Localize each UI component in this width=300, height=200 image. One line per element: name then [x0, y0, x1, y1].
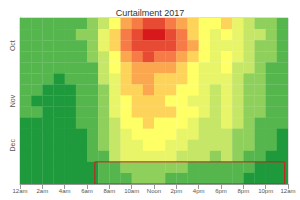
svg-text:4pm: 4pm: [193, 188, 205, 194]
svg-text:12am: 12am: [12, 188, 27, 194]
svg-text:10pm: 10pm: [258, 188, 273, 194]
svg-text:8pm: 8pm: [237, 188, 249, 194]
svg-text:Nov: Nov: [9, 94, 16, 107]
svg-text:6pm: 6pm: [215, 188, 227, 194]
svg-text:6am: 6am: [81, 188, 93, 194]
svg-text:2am: 2am: [36, 188, 48, 194]
svg-text:Noon: Noon: [147, 188, 161, 194]
svg-text:8am: 8am: [103, 188, 115, 194]
svg-text:10am: 10am: [124, 188, 139, 194]
svg-text:Curtailment 2017: Curtailment 2017: [116, 8, 185, 18]
svg-text:12am: 12am: [280, 188, 295, 194]
svg-text:Oct: Oct: [9, 40, 16, 51]
svg-text:Dec: Dec: [9, 139, 16, 152]
svg-text:2pm: 2pm: [170, 188, 182, 194]
svg-text:4am: 4am: [59, 188, 71, 194]
